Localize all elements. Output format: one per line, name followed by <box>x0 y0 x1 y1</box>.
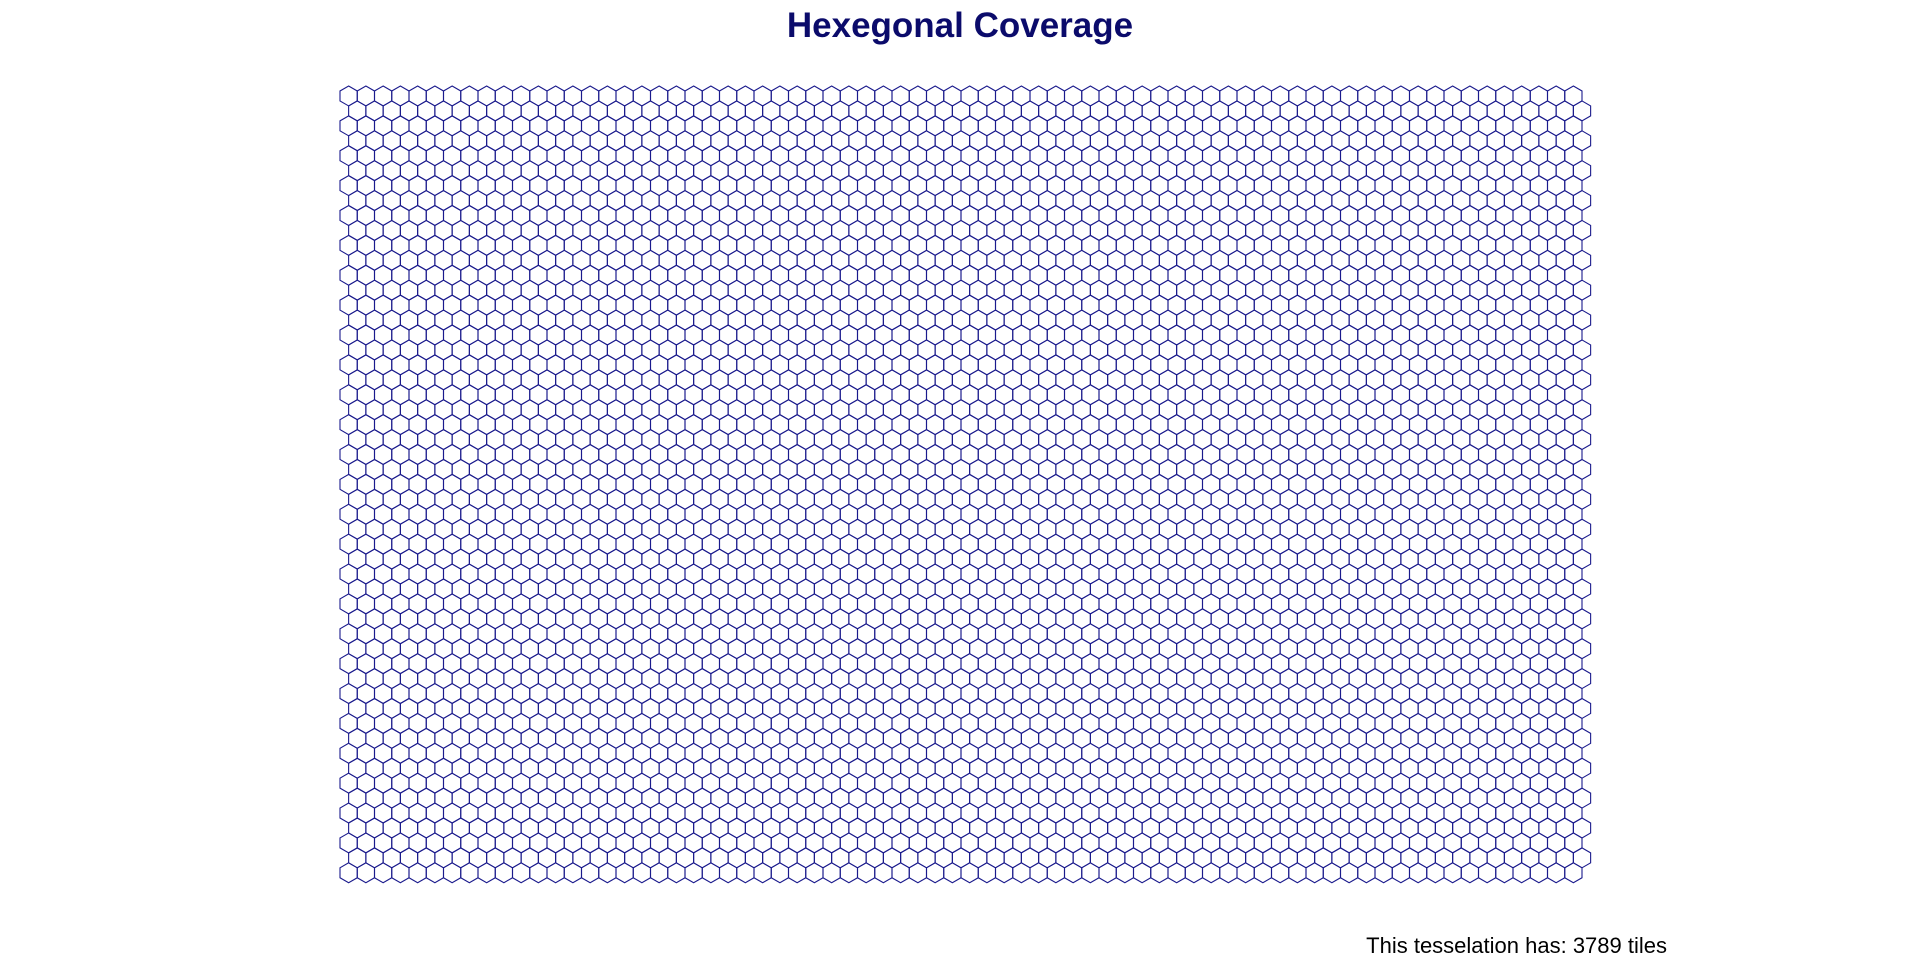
hexagon-tile <box>1132 862 1152 884</box>
hexagon-tile <box>373 862 393 884</box>
hexagon-tile <box>598 862 617 884</box>
hexagon-tile <box>1564 862 1583 884</box>
hexagon-tile <box>1081 862 1100 884</box>
hexagon-tile <box>874 862 893 884</box>
hexagon-tile <box>1460 862 1480 884</box>
hexagon-tile <box>1546 862 1566 884</box>
hexagon-tile <box>701 862 721 884</box>
hexagon-tile <box>1270 862 1290 884</box>
hexagon-tile <box>943 862 962 884</box>
hexagon-tile <box>908 862 928 884</box>
hexagon-tile <box>1357 862 1376 884</box>
hexagon-tile <box>1408 862 1428 884</box>
hexagon-tile <box>718 862 738 884</box>
hexagon-tile <box>1150 862 1169 884</box>
hexagon-tile <box>1443 862 1462 884</box>
hexagon-tile <box>356 862 376 884</box>
hexagon-tile <box>1115 862 1135 884</box>
hexagon-tile <box>1322 862 1342 884</box>
hexagon-tile <box>1426 862 1445 884</box>
hexagon-tile <box>1012 862 1031 884</box>
hexagon-tile <box>736 862 755 884</box>
hexagon-tile <box>425 862 445 884</box>
hexagon-tile <box>546 862 565 884</box>
hexagon-tile <box>994 862 1014 884</box>
hexagon-tile <box>511 862 531 884</box>
hexagon-tile <box>339 862 358 884</box>
hexagon-tile <box>856 862 876 884</box>
hexagon-tile <box>1167 862 1186 884</box>
hexagon-tile <box>667 862 686 884</box>
hexagon-tile <box>1305 862 1324 884</box>
hexagon-tile <box>442 862 462 884</box>
hexagon-tile <box>977 862 997 884</box>
hexagon-tile <box>1391 862 1411 884</box>
hexagon-tile <box>1512 862 1531 884</box>
page-title: Hexegonal Coverage <box>786 6 1134 45</box>
hexagon-tile <box>1288 862 1307 884</box>
hexagon-tile <box>408 862 427 884</box>
hexagon-tile <box>891 862 910 884</box>
hexagon-tile <box>615 862 634 884</box>
hexagon-tile <box>529 862 548 884</box>
hexagon-tile <box>1184 862 1204 884</box>
hexagon-tile <box>1046 862 1066 884</box>
hexagon-tile <box>580 862 600 884</box>
hexagon-tile <box>805 862 824 884</box>
hexagon-tile <box>839 862 859 884</box>
hexagon-tile <box>1529 862 1549 884</box>
hexagon-tile <box>494 862 514 884</box>
hexagon-tile <box>925 862 945 884</box>
hexagon-tile <box>770 862 790 884</box>
hexagon-tile <box>822 862 841 884</box>
hexagon-tile <box>1339 862 1359 884</box>
hexagon-tile <box>477 862 496 884</box>
hexagon-tile <box>1029 862 1048 884</box>
hexagon-tile <box>1477 862 1497 884</box>
hexagon-tile <box>1495 862 1514 884</box>
hexagon-tile <box>1063 862 1083 884</box>
hexagon-tile <box>1253 862 1273 884</box>
hexagon-tile <box>787 862 807 884</box>
hexagon-tiles <box>339 85 1592 884</box>
hexagon-tile <box>563 862 583 884</box>
hexagon-tile <box>1098 862 1117 884</box>
hexagon-tile <box>460 862 479 884</box>
hexagon-tile <box>960 862 979 884</box>
hexagon-tile <box>1201 862 1221 884</box>
hexagon-tile <box>391 862 410 884</box>
hexagon-tile <box>649 862 669 884</box>
hexagon-tile <box>1236 862 1255 884</box>
tile-count-caption: This tesselation has: 3789 tiles <box>1366 933 1667 958</box>
hexagon-tile <box>753 862 772 884</box>
hexagon-tile <box>632 862 652 884</box>
hexagon-tile <box>1374 862 1393 884</box>
hexagon-tile <box>684 862 703 884</box>
hexagon-tile <box>1219 862 1238 884</box>
